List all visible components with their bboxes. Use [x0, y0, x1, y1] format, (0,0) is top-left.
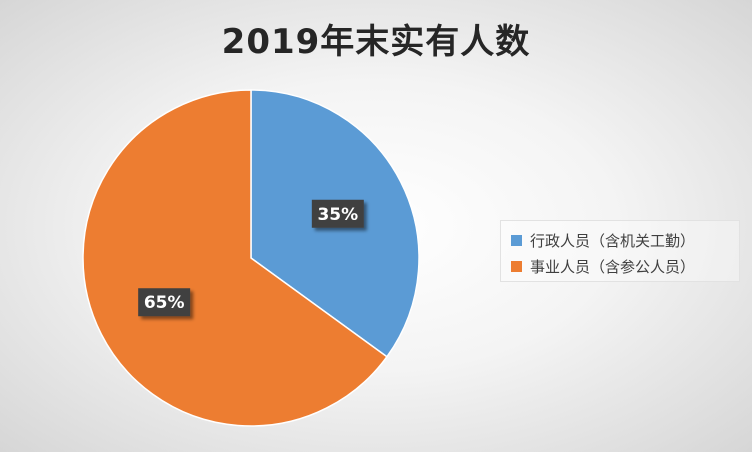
legend-swatch-admin: [511, 234, 522, 246]
legend-label-admin: 行政人员（含机关工勤）: [530, 231, 696, 250]
svg-text:35%: 35%: [317, 205, 358, 225]
chart-legend: 行政人员（含机关工勤） 事业人员（含参公人员）: [500, 220, 740, 282]
data-label-admin: 35%: [311, 199, 364, 228]
legend-item-admin: 行政人员（含机关工勤）: [511, 227, 739, 253]
pie-slice-public: [82, 89, 388, 427]
chart-title: 2019年末实有人数: [221, 22, 531, 62]
svg-text:65%: 65%: [144, 293, 185, 313]
legend-item-public: 事业人员（含参公人员）: [511, 253, 739, 279]
legend-label-public: 事业人员（含参公人员）: [530, 257, 696, 276]
data-label-public: 65%: [138, 288, 191, 317]
legend-swatch-public: [511, 260, 522, 272]
